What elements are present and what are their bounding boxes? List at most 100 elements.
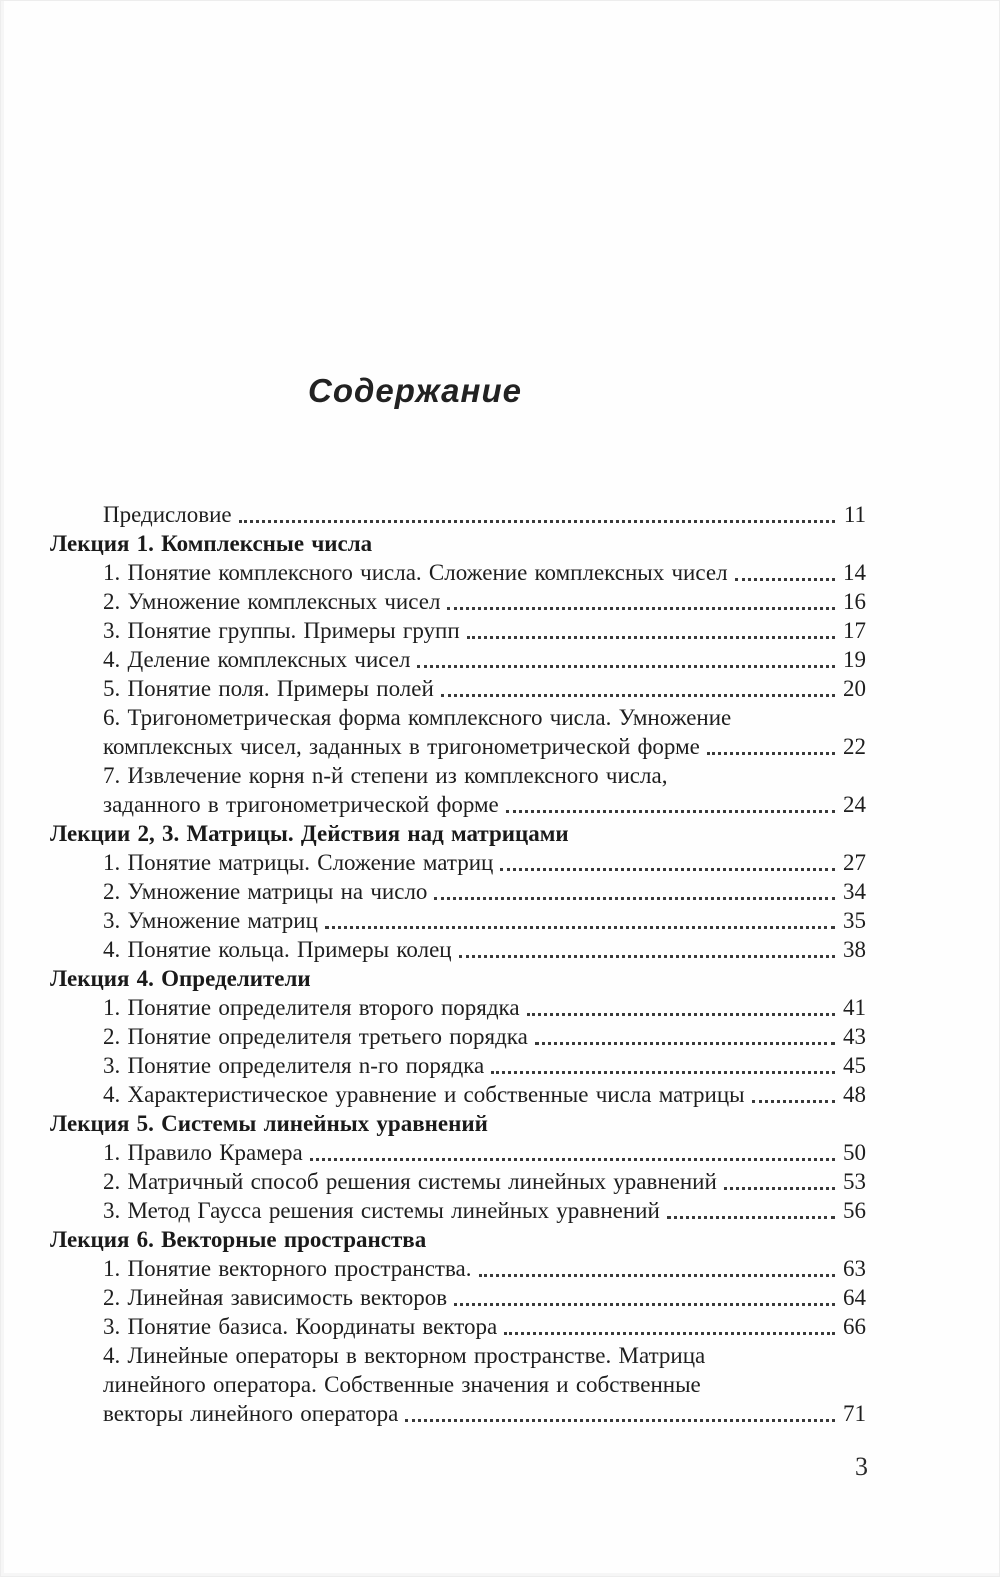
toc-page-ref: 27 [843, 850, 866, 875]
toc-page-ref: 14 [843, 560, 866, 585]
toc-line-text: 5. Понятие поля. Примеры полей [103, 676, 434, 701]
toc-line: 3. Понятие базиса. Координаты вектора 66 [103, 1312, 866, 1341]
dot-leader [723, 1167, 835, 1190]
toc-line-text: заданного в тригонометрической форме [103, 792, 499, 817]
toc-page-ref: 43 [843, 1024, 866, 1049]
toc-line-text: 2. Понятие определителя третьего порядка [103, 1024, 528, 1049]
toc-item: 3. Понятие определителя n-го порядка 45 [50, 1051, 866, 1080]
toc-line-text: линейного оператора. Собственные значени… [103, 1372, 701, 1397]
toc-line: 7. Извлечение корня n-й степени из компл… [103, 761, 866, 790]
toc-line-text: 4. Линейные операторы в векторном простр… [103, 1343, 706, 1368]
dot-leader [534, 1022, 835, 1045]
toc-page-ref: 20 [843, 676, 866, 701]
toc-line-text: 1. Понятие векторного пространства. [103, 1256, 472, 1281]
toc-item: 6. Тригонометрическая форма комплексного… [50, 703, 866, 761]
toc-line-text: 1. Правило Крамера [103, 1140, 303, 1165]
toc-page-ref: 66 [843, 1314, 866, 1339]
toc-item: 3. Понятие базиса. Координаты вектора 66 [50, 1312, 866, 1341]
toc-line: 3. Метод Гаусса решения системы линейных… [103, 1196, 866, 1225]
toc-line: 4. Характеристическое уравнение и собств… [103, 1080, 866, 1109]
toc-page-ref: 56 [843, 1198, 866, 1223]
toc-page-ref: 63 [843, 1256, 866, 1281]
toc-item: 7. Извлечение корня n-й степени из компл… [50, 761, 866, 819]
dot-leader [751, 1080, 835, 1103]
toc-line-text: 1. Понятие определителя второго порядка [103, 995, 520, 1020]
toc-line-text: Лекция 4. Определители [50, 966, 311, 991]
toc-page-ref: 19 [843, 647, 866, 672]
toc-page-ref: 22 [843, 734, 866, 759]
toc-line-text: Лекция 1. Комплексные числа [50, 531, 373, 556]
toc-line: Лекции 2, 3. Матрицы. Действия над матри… [50, 819, 866, 848]
toc-line-text: Лекция 5. Системы линейных уравнений [50, 1111, 488, 1136]
toc-section-header: Лекция 6. Векторные пространства [50, 1225, 866, 1254]
toc-line: 5. Понятие поля. Примеры полей 20 [103, 674, 866, 703]
toc-item: 1. Правило Крамера 50 [50, 1138, 866, 1167]
toc-line: 4. Деление комплексных чисел 19 [103, 645, 866, 674]
toc-item: 3. Умножение матриц 35 [50, 906, 866, 935]
toc-section-header: Лекции 2, 3. Матрицы. Действия над матри… [50, 819, 866, 848]
toc-item: 4. Линейные операторы в векторном простр… [50, 1341, 866, 1428]
toc-item: 2. Матричный способ решения системы лине… [50, 1167, 866, 1196]
toc-line-text: 7. Извлечение корня n-й степени из компл… [103, 763, 668, 788]
toc-page-ref: 71 [843, 1401, 866, 1426]
toc-page-ref: 17 [843, 618, 866, 643]
toc-line: 4. Линейные операторы в векторном простр… [103, 1341, 866, 1370]
toc-line: 1. Понятие векторного пространства. 63 [103, 1254, 866, 1283]
toc-item: 4. Характеристическое уравнение и собств… [50, 1080, 866, 1109]
toc-item: 4. Деление комплексных чисел 19 [50, 645, 866, 674]
toc-line: 1. Понятие определителя второго порядка 4… [103, 993, 866, 1022]
toc-item: 5. Понятие поля. Примеры полей 20 [50, 674, 866, 703]
toc-line-text: 3. Понятие базиса. Координаты вектора [103, 1314, 498, 1339]
toc-line: комплексных чисел, заданных в тригономет… [103, 732, 866, 761]
dot-leader [666, 1196, 835, 1219]
toc-page-ref: 41 [843, 995, 866, 1020]
toc-item: 2. Умножение комплексных чисел 16 [50, 587, 866, 616]
contents-title: Содержание [308, 372, 522, 409]
toc-line: 6. Тригонометрическая форма комплексного… [103, 703, 866, 732]
toc-page-ref: 11 [843, 502, 866, 527]
toc-line-text: 2. Умножение комплексных чисел [103, 589, 441, 614]
toc-line: 2. Понятие определителя третьего порядка… [103, 1022, 866, 1051]
toc-line: линейного оператора. Собственные значени… [103, 1370, 866, 1399]
toc-item: 2. Линейная зависимость векторов 64 [50, 1283, 866, 1312]
toc-page-ref: 50 [843, 1140, 866, 1165]
toc-line-text: 3. Метод Гаусса решения системы линейных… [103, 1198, 660, 1223]
toc-item: 2. Понятие определителя третьего порядка… [50, 1022, 866, 1051]
toc-line-text: 1. Понятие матрицы. Сложение матриц [103, 850, 494, 875]
toc-line-text: Лекции 2, 3. Матрицы. Действия над матри… [50, 821, 569, 846]
toc-line-text: векторы линейного оператора [103, 1401, 399, 1426]
toc-line-text: 3. Понятие определителя n-го порядка [103, 1053, 485, 1078]
dot-leader [526, 993, 835, 1016]
toc-line-text: 4. Характеристическое уравнение и собств… [103, 1082, 745, 1107]
toc-page-ref: 35 [843, 908, 866, 933]
toc-line-text: 2. Матричный способ решения системы лине… [103, 1169, 717, 1194]
toc-line-text: Лекция 6. Векторные пространства [50, 1227, 427, 1252]
toc-item: 4. Понятие кольца. Примеры колец 38 [50, 935, 866, 964]
toc-item: 1. Понятие определителя второго порядка 4… [50, 993, 866, 1022]
toc-line-text: 4. Понятие кольца. Примеры колец [103, 937, 452, 962]
toc-item: 2. Умножение матрицы на число 34 [50, 877, 866, 906]
dot-leader [238, 500, 835, 523]
toc-page-ref: 24 [843, 792, 866, 817]
toc-line: 2. Линейная зависимость векторов 64 [103, 1283, 866, 1312]
toc-item: 3. Метод Гаусса решения системы линейных… [50, 1196, 866, 1225]
toc-page-ref: 53 [843, 1169, 866, 1194]
toc-item: 1. Понятие комплексного числа. Сложение … [50, 558, 866, 587]
dot-leader [505, 790, 835, 813]
toc-line-text: Предисловие [103, 502, 232, 527]
toc-item: 3. Понятие группы. Примеры групп 17 [50, 616, 866, 645]
dot-leader [417, 645, 835, 668]
dot-leader [491, 1051, 835, 1074]
dot-leader [478, 1254, 835, 1277]
toc-line: 3. Понятие определителя n-го порядка 45 [103, 1051, 866, 1080]
toc-list: Предисловие 11 Лекция 1. Комплексные числа… [50, 500, 866, 1428]
toc-line-text: 3. Понятие группы. Примеры групп [103, 618, 460, 643]
toc-line: заданного в тригонометрической форме 24 [103, 790, 866, 819]
toc-line: 4. Понятие кольца. Примеры колец 38 [103, 935, 866, 964]
toc-section-header: Лекция 5. Системы линейных уравнений [50, 1109, 866, 1138]
toc-line-text: 2. Умножение матрицы на число [103, 879, 428, 904]
toc-section-header: Лекция 4. Определители [50, 964, 866, 993]
toc-line-text: 4. Деление комплексных чисел [103, 647, 411, 672]
toc-page-ref: 34 [843, 879, 866, 904]
